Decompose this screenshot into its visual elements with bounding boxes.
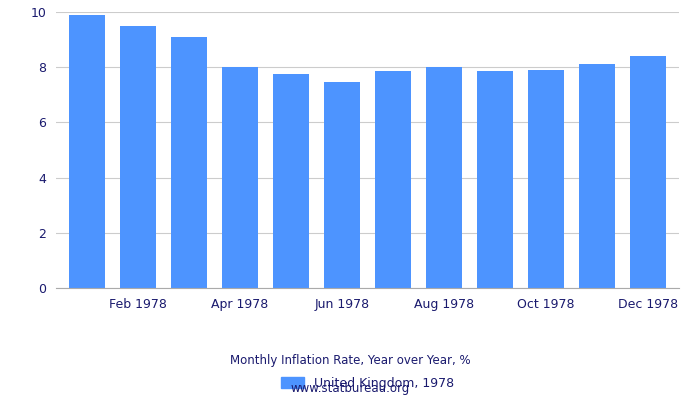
Bar bbox=[477, 71, 513, 288]
Bar bbox=[171, 37, 206, 288]
Bar bbox=[324, 82, 360, 288]
Bar bbox=[631, 56, 666, 288]
Bar bbox=[120, 26, 155, 288]
Text: Monthly Inflation Rate, Year over Year, %: Monthly Inflation Rate, Year over Year, … bbox=[230, 354, 470, 367]
Bar bbox=[273, 74, 309, 288]
Text: www.statbureau.org: www.statbureau.org bbox=[290, 382, 410, 395]
Bar bbox=[580, 64, 615, 288]
Bar bbox=[69, 15, 104, 288]
Bar bbox=[375, 71, 411, 288]
Bar bbox=[222, 67, 258, 288]
Bar bbox=[528, 70, 564, 288]
Bar bbox=[426, 67, 462, 288]
Legend: United Kingdom, 1978: United Kingdom, 1978 bbox=[276, 372, 458, 394]
